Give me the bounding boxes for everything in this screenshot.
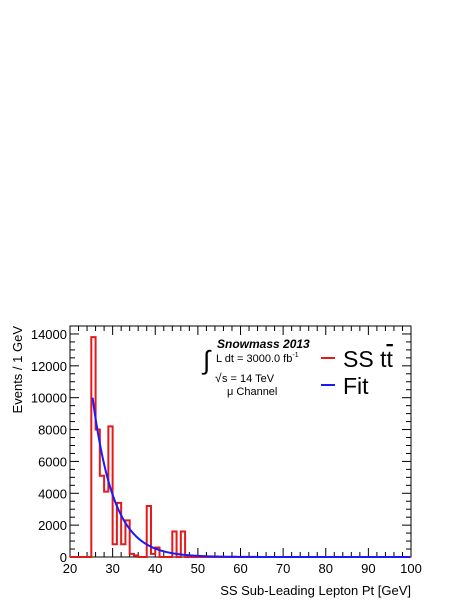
- y-tick-label: 10000: [31, 391, 67, 406]
- y-tick-label: 12000: [31, 359, 67, 374]
- x-tick-label: 30: [105, 561, 119, 576]
- x-tick-label: 60: [233, 561, 247, 576]
- experiment-label: Snowmass 2013: [217, 337, 310, 351]
- legend-label-ss-tt-bar-t: t: [386, 346, 393, 372]
- x-tick-label: 80: [319, 561, 333, 576]
- x-tick-label: 50: [191, 561, 205, 576]
- fit-curve: [91, 397, 411, 558]
- y-tick-label: 0: [60, 550, 67, 565]
- integral-sign: ∫: [201, 345, 212, 375]
- x-tick-label: 90: [361, 561, 375, 576]
- luminosity-label: L dt = 3000.0 fb-1: [216, 352, 299, 365]
- x-tick-label: 40: [148, 561, 162, 576]
- y-tick-label: 8000: [38, 423, 67, 438]
- legend-label-fit: Fit: [343, 373, 369, 399]
- y-tick-label: 6000: [38, 454, 67, 469]
- legend-label-ss-tt: SS tt: [343, 346, 393, 372]
- luminosity-exponent: -1: [292, 352, 298, 359]
- energy-label: s = 14 TeV: [222, 373, 275, 385]
- x-tick-label: 20: [63, 561, 77, 576]
- x-tick-label: 100: [400, 561, 422, 576]
- legend: SS tt Fit: [321, 346, 393, 399]
- annotation: ∫ Snowmass 2013 L dt = 3000.0 fb-1 √ s =…: [201, 337, 310, 398]
- y-tick-label: 14000: [31, 327, 67, 342]
- y-axis-label: Events / 1 GeV: [10, 326, 25, 414]
- x-tick-labels: 20 30 40 50 60 70 80 90 100: [63, 561, 422, 576]
- x-tick-label: 70: [276, 561, 290, 576]
- y-tick-label: 4000: [38, 486, 67, 501]
- x-axis-label: SS Sub-Leading Lepton Pt [GeV]: [220, 583, 411, 598]
- sqrt-sign: √: [215, 371, 222, 385]
- y-tick-labels: 0 2000 4000 6000 8000 10000 12000 14000: [31, 327, 67, 565]
- y-tick-label: 2000: [38, 518, 67, 533]
- channel-label: μ Channel: [227, 386, 277, 398]
